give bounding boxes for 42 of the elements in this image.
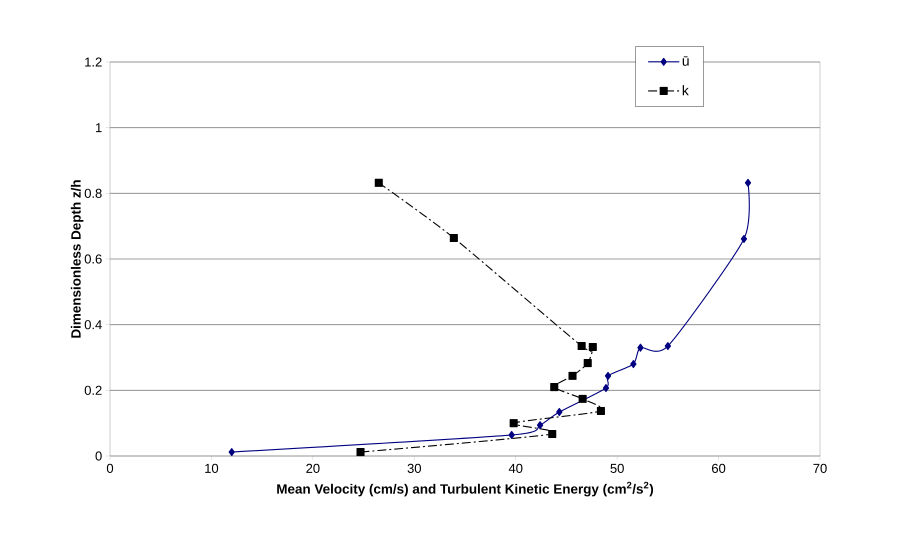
legend-label: k <box>682 85 689 96</box>
y-tick-label: 1 <box>96 123 102 132</box>
point <box>637 344 644 352</box>
point <box>508 430 515 440</box>
point <box>596 406 605 416</box>
point <box>548 430 556 438</box>
y-tick-label: 0.6 <box>84 254 102 264</box>
point <box>356 448 365 456</box>
point <box>374 178 383 187</box>
y-axis-title: Dimensionless Depth z/h <box>70 180 84 338</box>
x-tick-label: 40 <box>508 464 522 473</box>
y-tick-label: 1.2 <box>85 57 102 67</box>
x-tick-label: 20 <box>306 464 320 473</box>
y-tick-label: 0.4 <box>84 320 102 330</box>
point <box>740 234 748 244</box>
point <box>588 342 597 352</box>
point <box>578 342 586 350</box>
y-tick-label: 0.8 <box>84 188 102 198</box>
point <box>744 178 752 187</box>
x-tick-label: 60 <box>712 464 726 473</box>
y-tick-label: 0.2 <box>84 386 102 395</box>
x-tick-label: 10 <box>205 464 218 473</box>
text: Mean Velocity (cm/s) and Turbulent Kinetic Energy (cm$^{2}$/s$^{2}$) <box>277 482 654 496</box>
point <box>568 372 577 380</box>
legend-label: ū <box>682 56 689 66</box>
point <box>228 448 235 456</box>
x-tick-label: 70 <box>813 464 827 473</box>
point <box>556 408 562 416</box>
point <box>664 342 672 350</box>
point <box>536 421 544 430</box>
point <box>630 360 637 368</box>
point <box>550 383 558 392</box>
point <box>450 234 458 242</box>
x-tick-label: 30 <box>408 464 421 473</box>
x-tick-label: 0 <box>106 464 114 473</box>
point <box>510 419 518 428</box>
point <box>584 359 592 368</box>
point <box>578 394 587 403</box>
y-tick-label: 0 <box>96 451 102 461</box>
point <box>602 384 610 392</box>
point <box>604 372 612 380</box>
x-tick-label: 50 <box>610 464 624 473</box>
